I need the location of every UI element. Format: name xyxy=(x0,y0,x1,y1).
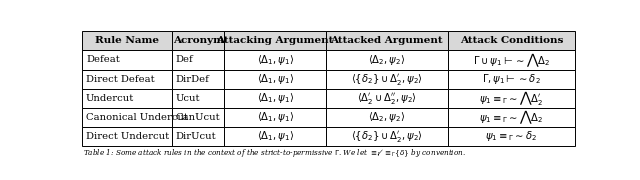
Bar xyxy=(447,50,575,69)
Text: Ucut: Ucut xyxy=(176,94,200,103)
Bar xyxy=(83,50,172,69)
Text: $\psi_1 \equiv_\Gamma{\sim}\delta_2$: $\psi_1 \equiv_\Gamma{\sim}\delta_2$ xyxy=(485,129,537,143)
Text: $\psi_1 \equiv_\Gamma{\sim}\bigwedge\Delta_2$: $\psi_1 \equiv_\Gamma{\sim}\bigwedge\Del… xyxy=(479,109,543,126)
Bar xyxy=(83,69,172,89)
Text: $\psi_1 \equiv_\Gamma{\sim}\bigwedge\Delta_2'$: $\psi_1 \equiv_\Gamma{\sim}\bigwedge\Del… xyxy=(479,89,543,107)
Text: DirDef: DirDef xyxy=(176,75,210,84)
Text: $\Gamma \cup \psi_1 \vdash{\sim}\bigwedge\Delta_2$: $\Gamma \cup \psi_1 \vdash{\sim}\bigwedg… xyxy=(473,51,550,69)
Text: $\langle\Delta_2, \psi_2\rangle$: $\langle\Delta_2, \psi_2\rangle$ xyxy=(368,110,405,124)
Text: $\Gamma, \psi_1 \vdash{\sim}\delta_2$: $\Gamma, \psi_1 \vdash{\sim}\delta_2$ xyxy=(482,72,541,86)
Text: Rule Name: Rule Name xyxy=(95,36,159,45)
Bar xyxy=(172,127,225,146)
Bar xyxy=(83,89,172,108)
Text: Direct Defeat: Direct Defeat xyxy=(86,75,155,84)
Bar xyxy=(447,127,575,146)
Text: $\langle\Delta_1, \psi_1\rangle$: $\langle\Delta_1, \psi_1\rangle$ xyxy=(257,129,294,143)
Bar xyxy=(447,108,575,127)
Bar xyxy=(83,31,172,50)
Text: CanUcut: CanUcut xyxy=(176,113,220,122)
Bar xyxy=(172,50,225,69)
Text: $\langle\Delta_1, \psi_1\rangle$: $\langle\Delta_1, \psi_1\rangle$ xyxy=(257,110,294,124)
Bar xyxy=(447,31,575,50)
Bar xyxy=(225,127,326,146)
Text: $\langle\Delta_1, \psi_1\rangle$: $\langle\Delta_1, \psi_1\rangle$ xyxy=(257,91,294,105)
Text: Direct Undercut: Direct Undercut xyxy=(86,132,169,141)
Text: Undercut: Undercut xyxy=(86,94,134,103)
Bar xyxy=(172,89,225,108)
Text: $\langle\Delta_1, \psi_1\rangle$: $\langle\Delta_1, \psi_1\rangle$ xyxy=(257,72,294,86)
Bar xyxy=(83,108,172,127)
Bar xyxy=(225,89,326,108)
Text: $\langle\Delta_1, \psi_1\rangle$: $\langle\Delta_1, \psi_1\rangle$ xyxy=(257,53,294,67)
Text: Defeat: Defeat xyxy=(86,55,120,64)
Bar xyxy=(172,108,225,127)
Text: Canonical Undercut: Canonical Undercut xyxy=(86,113,188,122)
Text: $\langle\{\delta_2\} \cup \Delta_2', \psi_2\rangle$: $\langle\{\delta_2\} \cup \Delta_2', \ps… xyxy=(351,129,422,144)
Bar xyxy=(326,31,447,50)
Text: $\langle\{\delta_2\} \cup \Delta_2', \psi_2\rangle$: $\langle\{\delta_2\} \cup \Delta_2', \ps… xyxy=(351,72,422,87)
Bar xyxy=(225,31,326,50)
Text: Attack Conditions: Attack Conditions xyxy=(460,36,563,45)
Bar xyxy=(172,31,225,50)
Bar xyxy=(83,127,172,146)
Bar xyxy=(447,69,575,89)
Bar xyxy=(225,108,326,127)
Bar xyxy=(172,69,225,89)
Text: $\langle\Delta_2' \cup \Delta_2'', \psi_2\rangle$: $\langle\Delta_2' \cup \Delta_2'', \psi_… xyxy=(356,91,417,106)
Bar xyxy=(326,89,447,108)
Text: $\langle\Delta_2, \psi_2\rangle$: $\langle\Delta_2, \psi_2\rangle$ xyxy=(368,53,405,67)
Bar xyxy=(225,50,326,69)
Bar xyxy=(326,50,447,69)
Bar xyxy=(447,89,575,108)
Text: Acronym: Acronym xyxy=(173,36,224,45)
Bar xyxy=(326,69,447,89)
Text: Def: Def xyxy=(176,55,193,64)
Bar xyxy=(326,127,447,146)
Bar xyxy=(326,108,447,127)
Text: Attacked Argument: Attacked Argument xyxy=(330,36,443,45)
Bar xyxy=(225,69,326,89)
Text: DirUcut: DirUcut xyxy=(176,132,216,141)
Text: Table 1: Some attack rules in the context of the strict-to-permissive $\Gamma$. : Table 1: Some attack rules in the contex… xyxy=(83,147,467,159)
Text: Attacking Argument: Attacking Argument xyxy=(216,36,334,45)
